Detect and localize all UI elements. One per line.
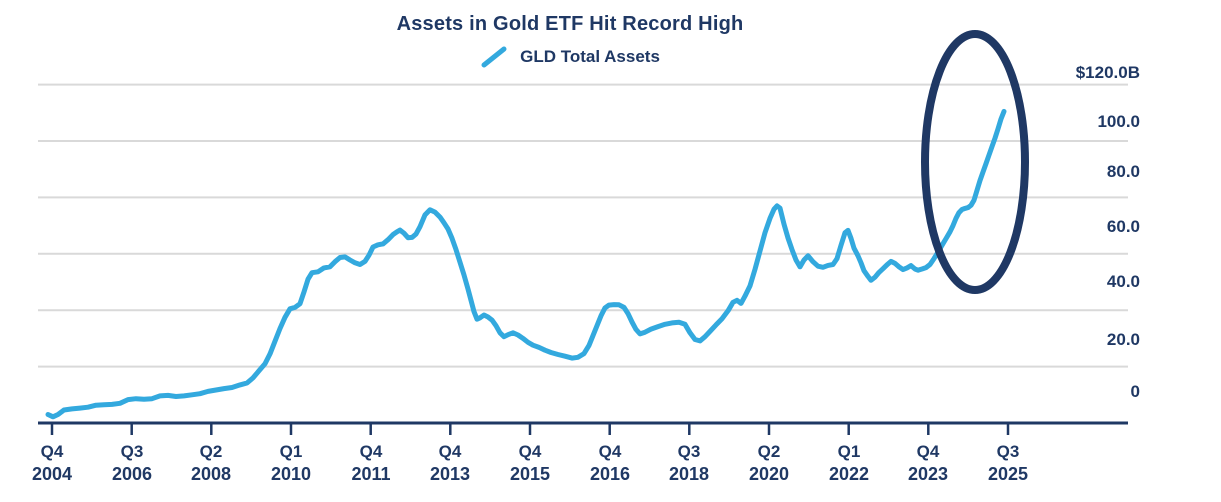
x-axis-label: Q2 2020 xyxy=(723,441,815,486)
x-axis-label: Q3 2006 xyxy=(86,441,178,486)
x-axis-label: Q4 2013 xyxy=(404,441,496,486)
x-axis-label-quarter: Q2 xyxy=(757,442,781,461)
y-axis-label: 100.0 xyxy=(1097,112,1140,131)
x-axis-label-year: 2010 xyxy=(270,464,312,484)
x-axis-label: Q1 2010 xyxy=(245,441,337,486)
x-axis-label-year: 2025 xyxy=(987,464,1029,484)
x-axis-label-year: 2011 xyxy=(351,464,391,484)
x-axis-label-year: 2023 xyxy=(907,464,949,484)
x-axis-label-year: 2022 xyxy=(828,464,870,484)
x-axis-label: Q1 2022 xyxy=(803,441,895,486)
y-axis-label: 80.0 xyxy=(1106,162,1140,181)
x-axis-label-quarter: Q4 xyxy=(598,442,622,461)
gridlines xyxy=(38,83,1128,368)
highlight-ellipse xyxy=(921,30,1029,294)
x-axis-label-year: 2008 xyxy=(190,464,232,484)
legend: GLD Total Assets xyxy=(0,44,1140,70)
y-axis-label: 60.0 xyxy=(1106,217,1140,236)
y-axis-label: 0 xyxy=(1130,382,1140,401)
x-axis-label-quarter: Q1 xyxy=(279,442,303,461)
x-axis-label-quarter: Q2 xyxy=(199,442,223,461)
legend-line-swatch xyxy=(481,46,507,68)
x-axis-label-quarter: Q3 xyxy=(996,442,1020,461)
x-axis-label: Q4 2023 xyxy=(882,441,974,486)
x-axis-label-year: 2020 xyxy=(748,464,790,484)
y-axis-label: 20.0 xyxy=(1106,330,1140,349)
x-axis-label-quarter: Q3 xyxy=(120,442,144,461)
x-axis-label: Q4 2004 xyxy=(6,441,98,486)
x-axis-label-year: 2006 xyxy=(111,464,153,484)
x-axis-label: Q4 2016 xyxy=(564,441,656,486)
x-axis-label-quarter: Q4 xyxy=(359,442,383,461)
x-axis-label: Q3 2025 xyxy=(962,441,1054,486)
x-axis-label-quarter: Q4 xyxy=(438,442,462,461)
x-axis-label-quarter: Q4 xyxy=(40,442,64,461)
x-axis-label: Q4 2011 xyxy=(325,441,417,486)
x-axis-label: Q4 2015 xyxy=(484,441,576,486)
y-axis-label: 40.0 xyxy=(1106,272,1140,291)
x-axis-label-year: 2013 xyxy=(429,464,471,484)
gld-assets-line xyxy=(45,108,1007,420)
x-axis-label-quarter: Q1 xyxy=(837,442,861,461)
x-axis-label-year: 2016 xyxy=(589,464,631,484)
x-axis-label-year: 2015 xyxy=(509,464,551,484)
legend-label: GLD Total Assets xyxy=(520,47,660,66)
x-axis-label-quarter: Q4 xyxy=(518,442,542,461)
y-axis-label: $120.0B xyxy=(1075,63,1140,82)
chart-title: Assets in Gold ETF Hit Record High xyxy=(396,13,744,35)
x-axis-label: Q3 2018 xyxy=(643,441,735,486)
x-axis-label-quarter: Q4 xyxy=(916,442,940,461)
x-axis-label-quarter: Q3 xyxy=(677,442,701,461)
x-axis-label-year: 2004 xyxy=(31,464,73,484)
x-axis-ticks xyxy=(50,424,1010,435)
x-axis-label: Q2 2008 xyxy=(165,441,257,486)
x-axis-label-year: 2018 xyxy=(668,464,710,484)
